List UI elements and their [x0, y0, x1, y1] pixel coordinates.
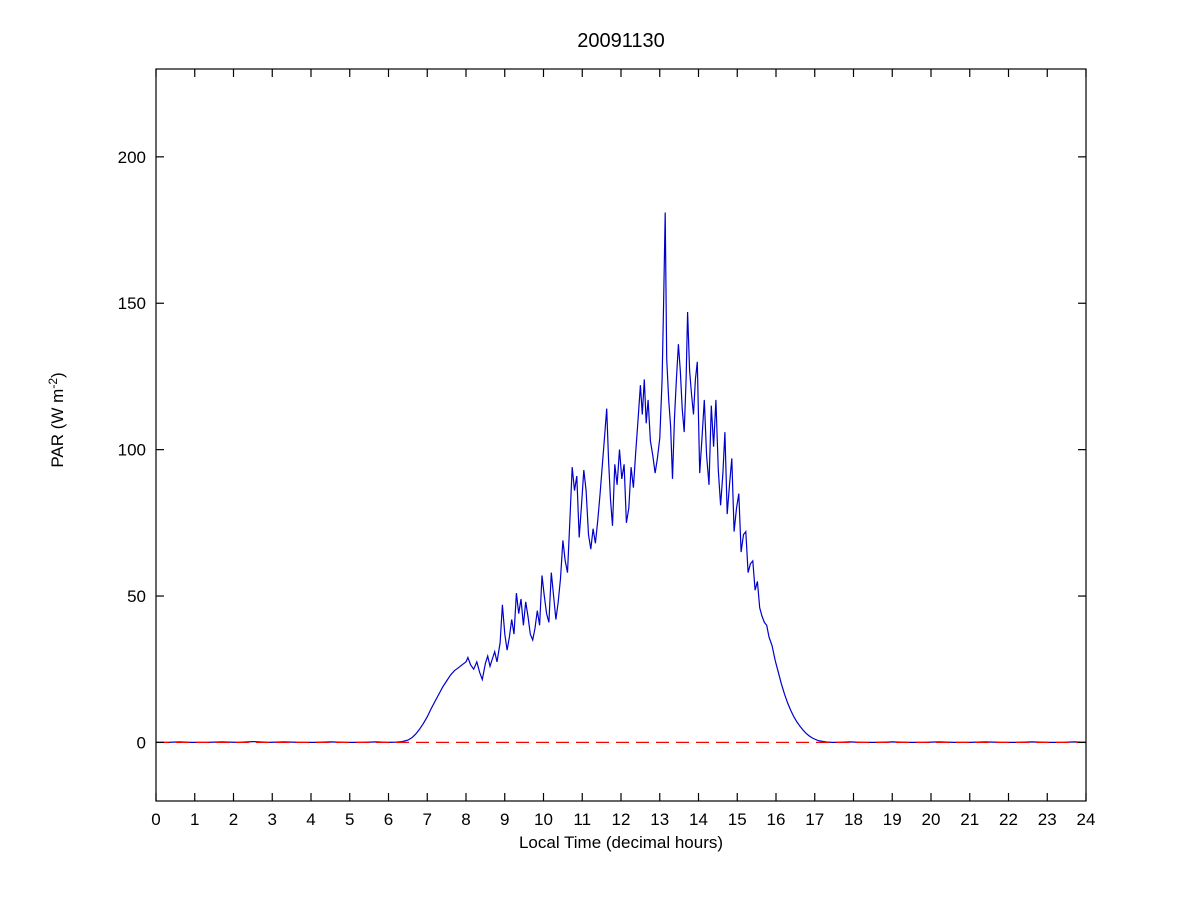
- x-tick-label: 5: [345, 810, 354, 829]
- x-tick-label: 16: [767, 810, 786, 829]
- y-tick-label: 150: [118, 294, 146, 313]
- x-tick-label: 14: [689, 810, 708, 829]
- y-tick-label: 0: [137, 733, 146, 752]
- y-axis-label-close: ): [48, 372, 67, 378]
- x-tick-label: 12: [612, 810, 631, 829]
- y-tick-label: 100: [118, 441, 146, 460]
- x-tick-label: 19: [883, 810, 902, 829]
- y-tick-label: 200: [118, 148, 146, 167]
- x-tick-label: 1: [190, 810, 199, 829]
- x-tick-label: 9: [500, 810, 509, 829]
- x-tick-label: 17: [805, 810, 824, 829]
- x-tick-label: 24: [1077, 810, 1096, 829]
- x-tick-label: 11: [573, 810, 591, 829]
- axes-box: [155, 68, 1087, 802]
- x-axis-label: Local Time (decimal hours): [518, 833, 724, 852]
- x-tick-label: 0: [151, 810, 160, 829]
- par-series-line: [156, 212, 1087, 744]
- chart-title: 20091130: [577, 30, 665, 52]
- x-tick-label: 7: [423, 810, 432, 829]
- x-tick-label: 10: [534, 810, 553, 829]
- x-tick-label: 23: [1038, 810, 1057, 829]
- y-axis-label-text: PAR (W m: [48, 388, 67, 468]
- x-tick-label: 6: [384, 810, 393, 829]
- x-tick-label: 22: [999, 810, 1018, 829]
- y-axis-label-exponent: -2: [46, 377, 60, 389]
- x-tick-label: 21: [960, 810, 979, 829]
- x-tick-label: 13: [650, 810, 669, 829]
- x-tick-label: 15: [728, 810, 747, 829]
- x-tick-label: 4: [306, 810, 315, 829]
- x-tick-label: 2: [229, 810, 238, 829]
- x-tick-label: 20: [922, 810, 941, 829]
- x-tick-label: 3: [268, 810, 277, 829]
- x-tick-label: 18: [844, 810, 863, 829]
- x-tick-label: 8: [461, 810, 470, 829]
- y-tick-label: 50: [127, 587, 146, 606]
- y-axis-label: PAR (W m-2): [46, 372, 68, 467]
